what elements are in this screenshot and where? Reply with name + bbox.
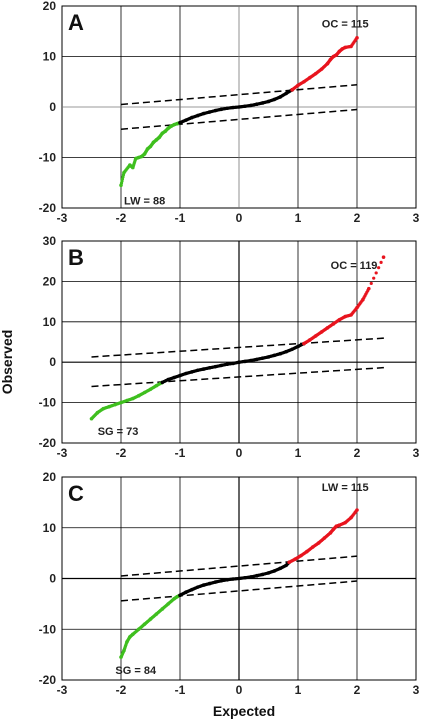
- x-tick-label: -3: [57, 683, 68, 697]
- x-tick-label: -3: [57, 211, 68, 225]
- series-high: [290, 36, 359, 92]
- x-tick-label: 3: [413, 446, 420, 460]
- y-tick-label: 10: [43, 50, 57, 64]
- count-annotation: SG = 73: [98, 426, 139, 438]
- y-tick-label: -10: [39, 151, 57, 165]
- count-annotation: LW = 88: [124, 195, 165, 207]
- x-tick-label: 0: [236, 211, 243, 225]
- y-tick-label: 10: [43, 521, 57, 535]
- panel-letter: B: [68, 245, 84, 270]
- confidence-band-lower: [120, 108, 358, 130]
- data-point: [372, 276, 376, 280]
- confidence-band-upper: [120, 84, 358, 106]
- data-point: [374, 271, 378, 275]
- data-point: [355, 36, 359, 40]
- y-tick-label: -20: [39, 201, 57, 215]
- data-point: [379, 260, 383, 265]
- y-tick-label: -10: [39, 622, 57, 636]
- y-tick-label: -20: [39, 436, 57, 450]
- confidence-band-upper: [120, 555, 358, 577]
- series-high: [302, 255, 386, 346]
- panel-letter: A: [68, 10, 84, 35]
- x-tick-label: -1: [175, 683, 186, 697]
- x-tick-label: -1: [175, 446, 186, 460]
- y-tick-label: 0: [49, 355, 56, 369]
- x-axis-title: Expected: [213, 703, 275, 719]
- x-tick-label: 3: [413, 211, 420, 225]
- x-tick-label: 1: [295, 211, 302, 225]
- count-annotation: OC = 115: [322, 19, 369, 31]
- x-tick-label: -2: [116, 446, 127, 460]
- data-point: [369, 281, 373, 286]
- x-tick-label: 1: [295, 683, 302, 697]
- x-tick-label: -1: [175, 211, 186, 225]
- series-mid: [160, 341, 306, 385]
- series-mid: [178, 88, 294, 125]
- confidence-band-lower: [120, 580, 358, 602]
- x-tick-label: 1: [295, 446, 302, 460]
- data-point: [367, 286, 371, 291]
- x-tick-label: 2: [354, 446, 361, 460]
- panel-letter: C: [68, 481, 84, 506]
- y-tick-label: 20: [43, 274, 57, 288]
- y-tick-label: -10: [39, 396, 57, 410]
- confidence-band-lower: [91, 366, 387, 388]
- confidence-band-upper: [91, 337, 387, 358]
- series-mid: [178, 560, 291, 598]
- y-axis-title: Observed: [0, 330, 15, 395]
- x-tick-label: 0: [236, 446, 243, 460]
- x-tick-label: -3: [57, 446, 68, 460]
- y-tick-label: 0: [49, 572, 56, 586]
- y-tick-label: 20: [43, 0, 57, 13]
- count-annotation: LW = 115: [322, 482, 369, 494]
- x-tick-label: 0: [236, 683, 243, 697]
- y-tick-label: 10: [43, 315, 57, 329]
- count-annotation: SG = 84: [115, 665, 157, 677]
- data-point: [355, 508, 359, 512]
- series-low: [119, 120, 182, 188]
- series-low: [89, 380, 165, 421]
- data-point: [377, 266, 381, 270]
- y-tick-label: 30: [43, 234, 57, 248]
- data-point: [381, 255, 386, 259]
- x-tick-label: -2: [116, 683, 127, 697]
- x-tick-label: -2: [116, 211, 127, 225]
- y-tick-label: 20: [43, 470, 57, 484]
- series-high: [287, 508, 359, 565]
- count-annotation: OC = 119: [331, 260, 378, 272]
- x-tick-label: 2: [354, 211, 361, 225]
- x-tick-label: 2: [354, 683, 361, 697]
- y-tick-label: -20: [39, 673, 57, 687]
- x-tick-label: 3: [413, 683, 420, 697]
- y-tick-label: 0: [49, 100, 56, 114]
